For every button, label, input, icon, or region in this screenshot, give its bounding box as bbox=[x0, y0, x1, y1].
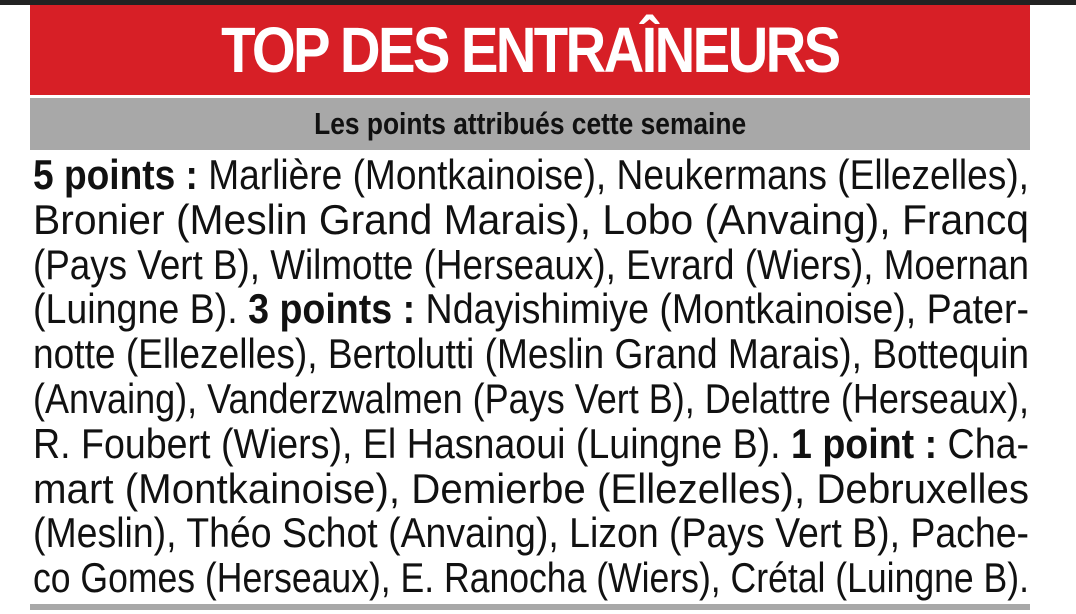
text-line: R. Foubert (Wiers), El Hasnaoui (Luingne… bbox=[33, 419, 1029, 467]
text-run: (Anvaing), Vanderzwalmen (Pays Vert B), … bbox=[33, 374, 1029, 422]
text-run: Bronier (Meslin Grand Marais), Lobo (Anv… bbox=[33, 195, 1029, 243]
points-label: 1 point : bbox=[791, 419, 938, 467]
title: TOP DES ENTRAÎNEURS bbox=[221, 14, 841, 86]
bottom-rule bbox=[30, 604, 1030, 610]
text-line: (Meslin), Théo Schot (Anvaing), Lizon (P… bbox=[33, 509, 1029, 557]
subtitle-bar: Les points attribués cette semaine bbox=[30, 98, 1030, 150]
text-run: (Luingne B). bbox=[33, 285, 249, 333]
points-label: 5 points : bbox=[33, 151, 198, 198]
points-label: 3 points : bbox=[248, 285, 416, 333]
text-line: Bronier (Meslin Grand Marais), Lobo (Anv… bbox=[33, 195, 1029, 243]
text-run: (Pays Vert B), Wilmotte (Herseaux), Evra… bbox=[33, 240, 1029, 288]
subtitle: Les points attribués cette semaine bbox=[314, 106, 746, 141]
text-line: mart (Montkainoise), Demierbe (Ellezelle… bbox=[33, 464, 1029, 512]
text-line: (Anvaing), Vanderzwalmen (Pays Vert B), … bbox=[33, 374, 1029, 422]
text-run: mart (Montkainoise), Demierbe (Ellezelle… bbox=[33, 464, 1029, 512]
text-run: Ndayishimiye (Montkainoise), Pater- bbox=[415, 285, 1030, 333]
text-run: Marlière (Montkainoise), Neukermans (Ell… bbox=[197, 151, 1030, 198]
text-line: (Luingne B). 3 points : Ndayishimiye (Mo… bbox=[33, 285, 1030, 333]
article-body: 5 points : Marlière (Montkainoise), Neuk… bbox=[33, 151, 1030, 602]
text-run: (Meslin), Théo Schot (Anvaing), Lizon (P… bbox=[33, 509, 1029, 557]
text-line: 5 points : Marlière (Montkainoise), Neuk… bbox=[33, 151, 1030, 198]
text-line: (Pays Vert B), Wilmotte (Herseaux), Evra… bbox=[33, 240, 1029, 288]
text-run: Cha- bbox=[937, 419, 1029, 467]
text-run: co Gomes (Herseaux), E. Ranocha (Wiers),… bbox=[33, 554, 1029, 602]
top-strip bbox=[0, 0, 1076, 5]
text-run: notte (Ellezelles), Bertolutti (Meslin G… bbox=[33, 330, 1029, 378]
text-run: R. Foubert (Wiers), El Hasnaoui (Luingne… bbox=[33, 419, 792, 467]
text-line: co Gomes (Herseaux), E. Ranocha (Wiers),… bbox=[33, 554, 1029, 602]
banner: TOP DES ENTRAÎNEURS bbox=[30, 5, 1030, 95]
text-line: notte (Ellezelles), Bertolutti (Meslin G… bbox=[33, 330, 1029, 378]
